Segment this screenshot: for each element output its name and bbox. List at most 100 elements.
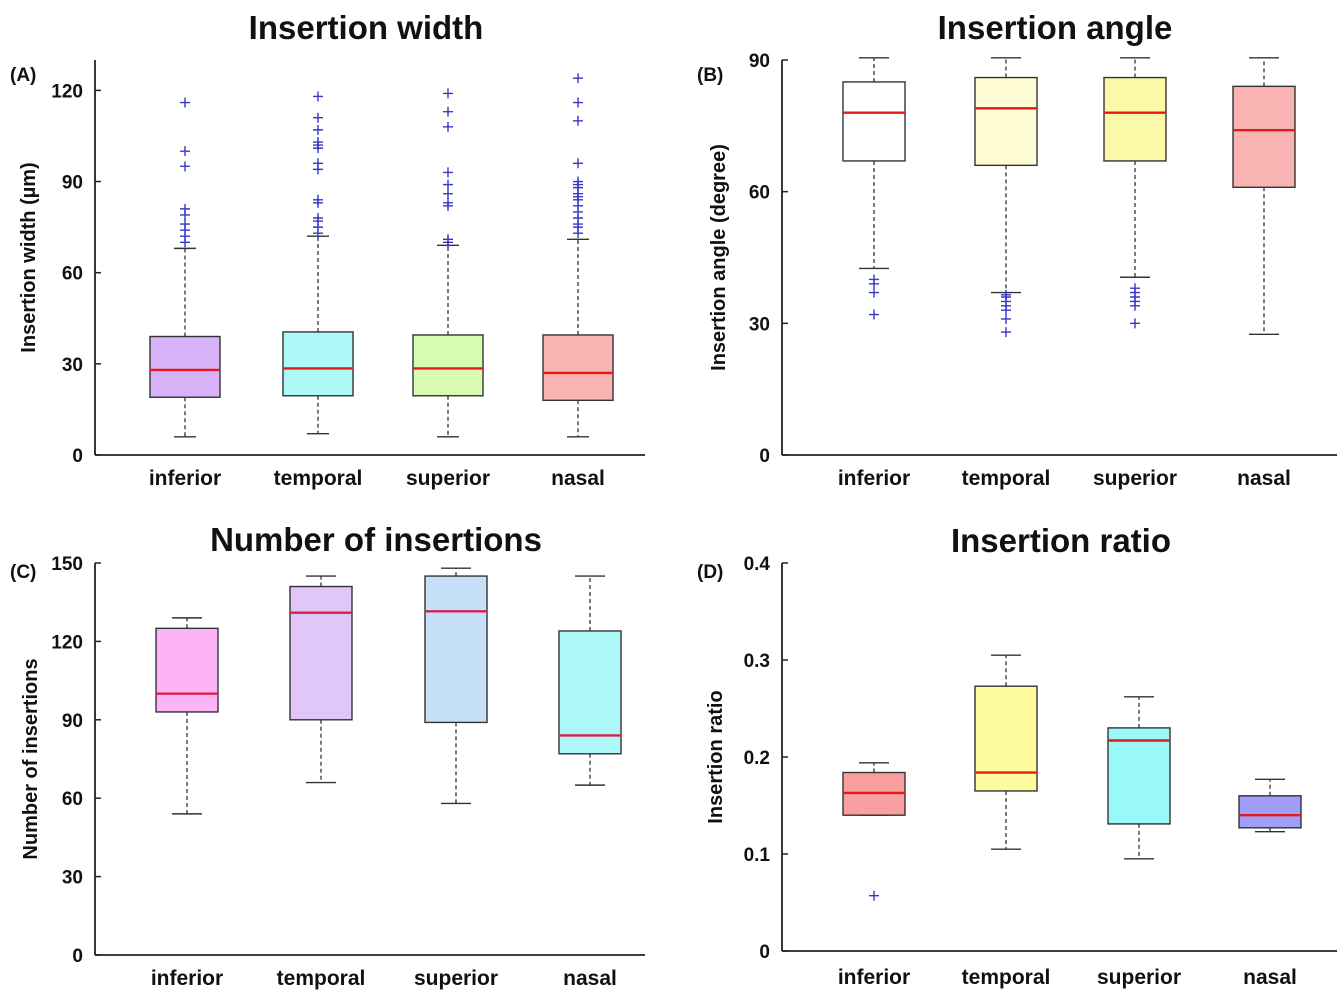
- panel-b: Insertion angle (B) 0 30 60 90 Insertion angle…: [697, 9, 1337, 490]
- outlier-marker: [443, 106, 453, 117]
- y-tick-label: 150: [51, 554, 83, 575]
- y-tick-label: 60: [749, 183, 770, 204]
- box-inferior: [155, 617, 219, 815]
- iqr-box: [1238, 795, 1302, 829]
- iqr-box: [1232, 85, 1296, 188]
- outlier-marker: [1001, 313, 1011, 324]
- outlier-marker: [180, 219, 190, 230]
- box-inferior: [842, 57, 906, 320]
- iqr-box: [412, 334, 484, 397]
- iqr-box: [155, 627, 219, 713]
- y-tick-label: 60: [62, 264, 83, 285]
- outlier-marker: [1130, 318, 1140, 329]
- outlier-marker: [443, 167, 453, 178]
- y-tick-label: 120: [51, 81, 83, 102]
- iqr-box: [149, 335, 221, 398]
- x-tick-label-nasal: nasal: [1237, 467, 1291, 490]
- y-tick-label: 60: [62, 789, 83, 810]
- box-superior: [1107, 696, 1171, 860]
- panel-label: (D): [697, 562, 723, 583]
- iqr-box: [289, 585, 353, 721]
- outlier-marker: [313, 137, 323, 148]
- box-nasal: [1238, 778, 1302, 833]
- box-nasal: [558, 575, 622, 786]
- outlier-marker: [573, 115, 583, 126]
- iqr-box: [1103, 76, 1167, 162]
- iqr-box: [424, 575, 488, 724]
- iqr-box: [282, 331, 354, 397]
- outlier-marker: [180, 97, 190, 108]
- outlier-marker: [313, 124, 323, 135]
- outlier-marker: [313, 213, 323, 223]
- iqr-box: [542, 334, 614, 402]
- outlier-marker: [313, 91, 323, 102]
- y-tick-label: 30: [749, 314, 770, 335]
- y-tick-label: 0: [72, 446, 83, 467]
- chart-title: Number of insertions: [210, 521, 542, 558]
- iqr-box: [974, 76, 1038, 167]
- outlier-marker: [313, 158, 323, 169]
- y-tick-label: 90: [62, 711, 83, 732]
- panel-label: (B): [697, 65, 723, 86]
- y-tick-label: 0: [759, 942, 770, 963]
- outlier-marker: [443, 234, 453, 245]
- y-tick-label: 90: [749, 51, 770, 72]
- y-tick-label: 30: [62, 355, 83, 376]
- outlier-marker: [443, 197, 453, 208]
- y-axis-label: Insertion angle (degree): [708, 144, 730, 371]
- x-tick-label-nasal: nasal: [1243, 966, 1297, 989]
- y-tick-label: 90: [62, 173, 83, 194]
- box-inferior: [842, 762, 906, 901]
- outlier-marker: [180, 161, 190, 172]
- box-temporal: [974, 654, 1038, 850]
- box-temporal: [282, 91, 354, 435]
- y-axis-label: Insertion width (µm): [18, 162, 40, 352]
- y-tick-label: 120: [51, 632, 83, 653]
- outlier-marker: [573, 97, 583, 108]
- y-tick-label: 0.2: [744, 748, 770, 769]
- box-superior: [1103, 57, 1167, 329]
- box-nasal: [1232, 57, 1296, 336]
- box-inferior: [149, 97, 221, 438]
- x-tick-label-nasal: nasal: [551, 467, 605, 490]
- iqr-box: [974, 685, 1038, 792]
- y-tick-label: 0: [72, 946, 83, 967]
- y-tick-label: 0.1: [744, 845, 771, 866]
- x-tick-label-temporal: temporal: [962, 467, 1051, 490]
- x-tick-label-superior: superior: [1097, 966, 1181, 989]
- outlier-marker: [313, 194, 323, 205]
- y-tick-label: 30: [62, 868, 83, 889]
- box-superior: [424, 567, 488, 805]
- outlier-marker: [443, 88, 453, 99]
- outlier-marker: [573, 158, 583, 169]
- box-nasal: [542, 73, 614, 438]
- outlier-marker: [313, 112, 323, 123]
- x-tick-label-temporal: temporal: [962, 966, 1051, 989]
- outlier-marker: [869, 274, 879, 285]
- chart-title: Insertion ratio: [951, 522, 1171, 559]
- x-tick-label-nasal: nasal: [563, 967, 617, 990]
- iqr-box: [1107, 727, 1171, 825]
- x-tick-label-superior: superior: [1093, 467, 1177, 490]
- outlier-marker: [443, 188, 453, 199]
- panel-d: Insertion ratio (D) 0 0.1 0.2 0.3 0.4 Insertion…: [697, 522, 1337, 989]
- iqr-box: [558, 630, 622, 755]
- outlier-marker: [180, 203, 190, 214]
- y-tick-label: 0.3: [744, 651, 770, 672]
- outlier-marker: [869, 890, 879, 901]
- box-temporal: [974, 57, 1038, 338]
- box-superior: [412, 88, 484, 438]
- x-tick-label-inferior: inferior: [151, 967, 223, 990]
- y-tick-label: 0: [759, 446, 770, 467]
- x-tick-label-inferior: inferior: [838, 467, 910, 490]
- outlier-marker: [573, 73, 583, 84]
- x-tick-label-inferior: inferior: [149, 467, 221, 490]
- chart-title: Insertion angle: [938, 9, 1173, 46]
- outlier-marker: [869, 309, 879, 320]
- panel-a: Insertion width (A) 0 30 60 90 120 Insertion wi…: [10, 9, 645, 490]
- outlier-marker: [1001, 327, 1011, 338]
- panel-label: (C): [10, 562, 36, 583]
- outlier-marker: [443, 121, 453, 132]
- x-tick-label-superior: superior: [406, 467, 490, 490]
